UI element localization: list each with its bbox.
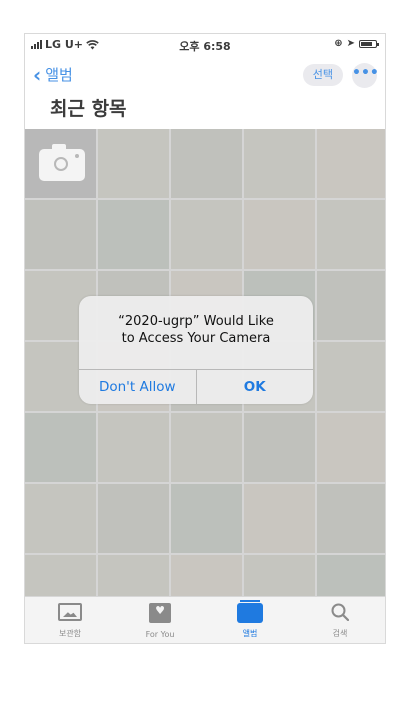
photo-thumbnail[interactable] xyxy=(98,129,169,198)
photo-thumbnail[interactable] xyxy=(98,555,169,599)
tab-albums[interactable]: 앨범 xyxy=(205,597,295,643)
location-icon: ➤ xyxy=(346,38,355,49)
photo-thumbnail[interactable] xyxy=(317,555,385,599)
phone-screen: LG U+ 오후 6:58 ⊕ ➤ ‹ 앨범 선택 ••• 최근 항목 xyxy=(24,33,386,644)
chevron-left-icon: ‹ xyxy=(33,62,42,87)
tab-for-you[interactable]: For You xyxy=(115,597,205,643)
alert-title-line-2: to Access Your Camera xyxy=(121,331,271,346)
tab-library[interactable]: 보관함 xyxy=(25,597,115,643)
tab-label: 앨범 xyxy=(242,629,258,638)
status-right: ⊕ ➤ xyxy=(334,38,379,49)
carrier-label: LG U+ xyxy=(45,38,84,51)
wifi-icon xyxy=(86,39,99,49)
orientation-lock-icon: ⊕ xyxy=(334,38,343,49)
photo-thumbnail[interactable] xyxy=(98,484,169,553)
search-icon xyxy=(331,603,349,621)
back-label: 앨범 xyxy=(45,66,73,84)
status-bar: LG U+ 오후 6:58 ⊕ ➤ xyxy=(25,34,385,56)
photo-thumbnail[interactable] xyxy=(317,413,385,482)
tab-search[interactable]: 검색 xyxy=(295,597,385,643)
alert-message: “2020-ugrp” Would Like to Access Your Ca… xyxy=(79,313,313,347)
camera-icon xyxy=(39,144,85,181)
photo-thumbnail[interactable] xyxy=(317,200,385,269)
photo-thumbnail[interactable] xyxy=(25,413,96,482)
alert-buttons: Don't Allow OK xyxy=(79,369,313,404)
page-title: 최근 항목 xyxy=(50,98,127,120)
tab-label: For You xyxy=(145,630,175,639)
camera-tile[interactable] xyxy=(25,129,96,198)
tab-bar: 보관함 For You 앨범 검색 xyxy=(25,596,385,643)
nav-bar: ‹ 앨범 선택 ••• xyxy=(25,60,385,90)
photo-thumbnail[interactable] xyxy=(171,129,242,198)
status-time: 오후 6:58 xyxy=(179,40,231,53)
for-you-icon xyxy=(149,603,171,623)
photo-thumbnail[interactable] xyxy=(244,413,315,482)
photo-grid xyxy=(25,129,385,599)
battery-icon xyxy=(359,39,379,48)
photo-library-icon xyxy=(58,603,82,621)
album-icon xyxy=(237,600,263,623)
photo-thumbnail[interactable] xyxy=(25,555,96,599)
photo-thumbnail[interactable] xyxy=(25,200,96,269)
alert-title-line-1: “2020-ugrp” Would Like xyxy=(118,314,274,329)
camera-permission-alert: “2020-ugrp” Would Like to Access Your Ca… xyxy=(79,296,313,404)
photo-thumbnail[interactable] xyxy=(317,271,385,340)
photo-thumbnail[interactable] xyxy=(171,413,242,482)
photo-thumbnail[interactable] xyxy=(244,484,315,553)
photo-thumbnail[interactable] xyxy=(98,200,169,269)
back-button[interactable]: ‹ 앨범 xyxy=(33,64,73,85)
dont-allow-button[interactable]: Don't Allow xyxy=(98,379,176,395)
photo-thumbnail[interactable] xyxy=(317,342,385,411)
photo-thumbnail[interactable] xyxy=(171,200,242,269)
photo-thumbnail[interactable] xyxy=(317,129,385,198)
signal-icon xyxy=(31,40,42,49)
status-left: LG U+ xyxy=(31,38,99,51)
select-button[interactable]: 선택 xyxy=(302,64,343,86)
photo-thumbnail[interactable] xyxy=(98,413,169,482)
tab-label: 보관함 xyxy=(58,629,82,638)
photo-thumbnail[interactable] xyxy=(317,484,385,553)
photo-thumbnail[interactable] xyxy=(171,555,242,599)
more-options-button[interactable]: ••• xyxy=(352,63,379,88)
photo-thumbnail[interactable] xyxy=(244,555,315,599)
photo-thumbnail[interactable] xyxy=(244,129,315,198)
ok-button[interactable]: OK xyxy=(195,370,314,404)
photo-thumbnail[interactable] xyxy=(171,484,242,553)
tab-label: 검색 xyxy=(332,629,348,638)
photo-thumbnail[interactable] xyxy=(25,484,96,553)
photo-thumbnail[interactable] xyxy=(244,200,315,269)
